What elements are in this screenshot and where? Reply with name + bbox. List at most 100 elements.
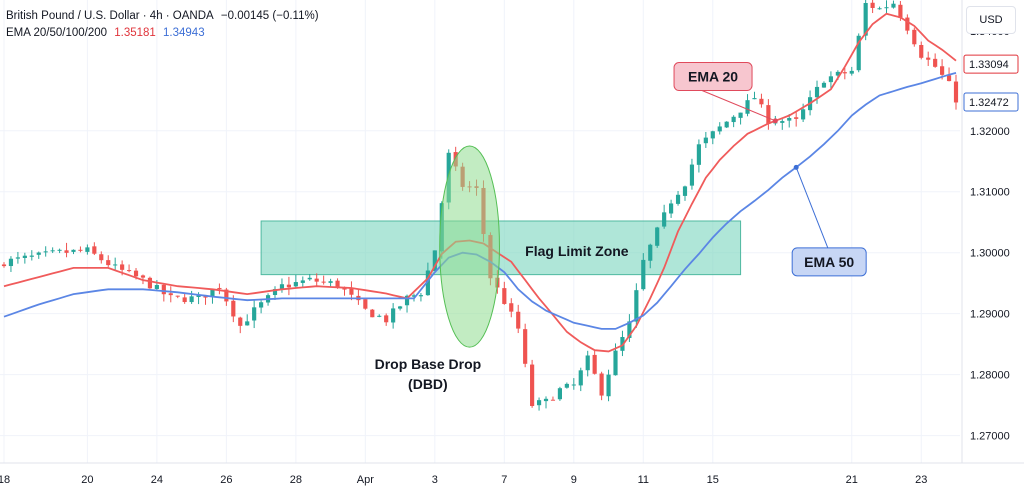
candle-body	[363, 299, 368, 309]
candle-body	[335, 280, 340, 287]
candle-body	[578, 370, 583, 386]
candle-body	[126, 270, 132, 272]
candle-body	[279, 284, 285, 290]
candle-body	[293, 282, 298, 287]
candle-body	[1, 264, 7, 267]
ema20-value: 1.35181	[114, 27, 156, 39]
candle-body	[50, 250, 55, 252]
ema20-pointer-dot	[772, 118, 778, 124]
candle-body	[919, 45, 924, 58]
candle-body	[161, 284, 166, 295]
candle-body	[946, 75, 952, 82]
candle-body	[752, 98, 757, 100]
ema50-price-box	[963, 92, 1019, 112]
candle-body	[99, 254, 104, 261]
candle-body	[571, 384, 576, 386]
candle-body	[905, 17, 910, 31]
ema-label[interactable]: EMA 20/50/100/200	[6, 27, 108, 39]
candle-body	[766, 105, 771, 124]
candle-body	[814, 86, 820, 98]
candle-body	[238, 317, 243, 326]
candle-body	[933, 58, 938, 67]
y-tick-label: 1.30000	[970, 248, 1010, 260]
candle-body	[543, 398, 549, 402]
candle-body	[509, 303, 514, 312]
x-tick-label: 21	[846, 474, 858, 486]
y-tick-label: 1.29000	[970, 309, 1010, 321]
candle-body	[22, 255, 27, 259]
candle-body	[217, 287, 222, 289]
candle-body	[328, 281, 333, 283]
candle-body	[731, 116, 736, 123]
candle-body	[794, 117, 799, 119]
candle-body	[432, 250, 437, 271]
x-tick-label: 28	[290, 474, 302, 486]
currency-button[interactable]: USD	[966, 6, 1016, 34]
y-tick-label: 1.31000	[970, 187, 1010, 199]
x-tick-label: 15	[707, 474, 719, 486]
candle-body	[425, 270, 430, 296]
candle-body	[585, 355, 590, 371]
ema20-tag	[673, 62, 753, 92]
candle-body	[391, 308, 396, 323]
price-axis-bg	[962, 0, 1024, 496]
candle-body	[502, 288, 507, 304]
candle-body	[953, 81, 959, 103]
candle-body	[564, 383, 569, 388]
price-change: −0.00145 (−0.11%)	[220, 10, 319, 22]
y-tick-label: 1.27000	[970, 431, 1010, 443]
candle-body	[133, 270, 139, 277]
candle-body	[759, 98, 764, 105]
candle-body	[370, 309, 375, 318]
candle-body	[85, 247, 90, 252]
candle-body	[530, 364, 535, 406]
candle-body	[648, 244, 653, 261]
candle-body	[349, 288, 354, 295]
candle-body	[64, 250, 69, 253]
candle-body	[717, 126, 722, 132]
candle-body	[703, 137, 708, 144]
candle-body	[418, 295, 424, 297]
ema20-price-box	[963, 54, 1019, 74]
ema50-pointer	[795, 167, 829, 250]
ema50-pointer-dot	[793, 164, 799, 170]
candle-body	[175, 295, 180, 297]
candle-body	[523, 329, 528, 364]
candle-body	[912, 29, 917, 45]
candle-body	[655, 227, 660, 246]
candle-body	[147, 277, 153, 289]
x-tick-label: 26	[220, 474, 232, 486]
candle-body	[780, 121, 785, 123]
candle-body	[272, 289, 278, 296]
ema20-pointer	[701, 90, 776, 122]
candle-body	[634, 290, 639, 322]
candle-body	[641, 259, 646, 290]
x-tick-label: 9	[571, 474, 577, 486]
candle-body	[870, 2, 875, 8]
dbd-label-sub: (DBD)	[408, 376, 448, 392]
symbol-label: British Pound / U.S. Dollar · 4h · OANDA	[6, 10, 214, 22]
candle-body	[15, 257, 20, 259]
candle-body	[738, 112, 743, 118]
candle-body	[821, 82, 827, 88]
candle-body	[662, 212, 667, 227]
candle-body	[92, 246, 97, 254]
ema50-tag	[791, 247, 867, 277]
candle-body	[627, 321, 632, 338]
annotations: Flag Limit Zone Drop Base Drop (DBD) EMA 20…	[375, 62, 867, 392]
candle-body	[307, 277, 312, 280]
candle-body	[182, 297, 187, 303]
candle-body	[259, 302, 264, 308]
candle-body	[245, 321, 250, 326]
candle-body	[606, 374, 611, 397]
candle-body	[828, 76, 834, 83]
dbd-ellipse	[439, 145, 500, 348]
candle-body	[231, 300, 236, 317]
candle-body	[891, 3, 896, 8]
candle-body	[384, 315, 389, 323]
candle-body	[835, 71, 840, 76]
candle-body	[550, 399, 556, 401]
candle-body	[404, 295, 410, 306]
